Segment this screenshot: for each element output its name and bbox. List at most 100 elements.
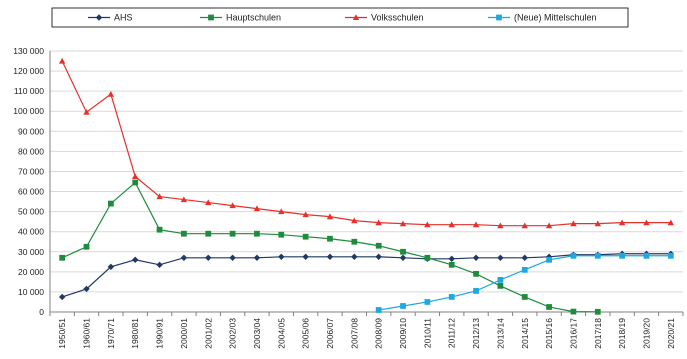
x-tick-label: 2005/06: [301, 318, 311, 349]
y-tick-label: 70 000: [18, 166, 44, 176]
data-point-neue-mittelschulen: [619, 252, 626, 259]
y-tick-label: 30 000: [18, 247, 44, 257]
data-point-hauptschulen: [229, 230, 236, 237]
data-point-hauptschulen: [400, 248, 406, 255]
data-point-hauptschulen: [59, 254, 66, 261]
y-tick-label: 50 000: [18, 207, 44, 217]
x-tick-label: 2007/08: [349, 318, 359, 349]
y-tick-label: 60 000: [18, 187, 44, 197]
data-point-ahs: [399, 254, 407, 261]
x-tick-label: 2004/05: [276, 318, 286, 349]
x-tick-label: 2006/07: [325, 318, 335, 349]
data-point-hauptschulen: [254, 230, 260, 237]
data-point-hauptschulen: [351, 238, 358, 245]
data-point-volksschulen: [399, 220, 407, 227]
x-tick-label: 2003/04: [252, 318, 262, 349]
x-tick-label: 2010/11: [422, 318, 432, 348]
data-point-volksschulen: [521, 222, 528, 229]
series-hauptschulen: [59, 179, 601, 315]
data-point-volksschulen: [618, 219, 626, 226]
x-tick-label: 2008/09: [374, 318, 384, 349]
data-point-volksschulen: [570, 220, 577, 227]
data-point-ahs: [472, 254, 480, 261]
data-point-hauptschulen: [156, 226, 163, 233]
data-point-hauptschulen: [132, 179, 139, 186]
data-point-volksschulen: [643, 219, 650, 226]
data-point-hauptschulen: [521, 294, 528, 300]
x-tick-label: 2019/20: [641, 318, 651, 349]
data-point-neue-mittelschulen: [546, 256, 552, 263]
data-point-hauptschulen: [424, 254, 431, 261]
data-point-volksschulen: [278, 208, 285, 215]
data-point-volksschulen: [132, 173, 139, 180]
data-point-ahs: [107, 263, 115, 271]
data-point-neue-mittelschulen: [448, 294, 455, 300]
plot-area: [58, 57, 675, 315]
x-tick-label: 2017/18: [593, 318, 603, 349]
y-tick-label: 20 000: [18, 267, 44, 277]
x-tick-label: 2020/21: [666, 318, 676, 349]
x-tick-label: 1950/51: [57, 318, 67, 349]
x-tick-label: 2009/10: [398, 318, 408, 349]
data-point-hauptschulen: [302, 233, 309, 240]
data-point-volksschulen: [83, 109, 90, 115]
x-tick-label: 1960/61: [82, 318, 92, 349]
data-point-volksschulen: [205, 199, 212, 206]
data-point-ahs: [229, 254, 236, 261]
data-point-volksschulen: [667, 219, 675, 226]
data-point-volksschulen: [545, 222, 553, 229]
legend-label-hauptschulen: Hauptschulen: [226, 13, 281, 23]
y-tick-label: 110 000: [14, 86, 44, 96]
legend: AHS Hauptschulen Volksschulen (Neue) Mittel…: [51, 7, 629, 28]
data-point-ahs: [326, 253, 334, 260]
data-point-neue-mittelschulen: [570, 252, 577, 259]
data-point-hauptschulen: [107, 200, 114, 207]
data-point-hauptschulen: [205, 230, 212, 237]
legend-box: [51, 7, 629, 28]
x-tick-label: 2001/02: [203, 318, 213, 349]
data-point-neue-mittelschulen: [643, 252, 650, 259]
data-point-neue-mittelschulen: [375, 307, 382, 313]
data-point-neue-mittelschulen: [424, 299, 431, 305]
data-point-ahs: [253, 254, 261, 261]
legend-marker-ahs: [95, 14, 103, 21]
y-tick-label: 40 000: [18, 227, 44, 237]
data-point-hauptschulen: [83, 243, 90, 250]
x-tick-label: 2016/17: [568, 318, 578, 349]
data-point-ahs: [351, 253, 358, 260]
y-tick-label: 10 000: [18, 287, 44, 297]
x-tick-label: 2000/01: [179, 318, 189, 349]
data-point-ahs: [58, 293, 66, 301]
legend-marker-hauptschulen: [208, 14, 214, 21]
data-point-ahs: [375, 253, 382, 260]
data-point-neue-mittelschulen: [521, 266, 528, 273]
series-volksschulen: [58, 57, 675, 229]
data-point-hauptschulen: [278, 231, 285, 238]
y-tick-label: 100 000: [13, 106, 44, 116]
x-tick-label: 1970/71: [106, 318, 116, 349]
data-point-volksschulen: [424, 221, 431, 228]
data-point-neue-mittelschulen: [400, 303, 406, 309]
x-tick-label: 2011/12: [447, 318, 457, 348]
data-point-neue-mittelschulen: [594, 252, 601, 259]
data-point-hauptschulen: [448, 261, 455, 268]
data-point-volksschulen: [472, 221, 480, 228]
series-line-neue-mittelschulen: [378, 255, 671, 311]
legend-marker-neue-mittelschulen: [496, 14, 502, 21]
x-tick-label: 2015/16: [544, 318, 554, 349]
y-axis: 0 10 000 20 000 30 000 40 000 50 000 60 000 70 …: [13, 46, 51, 317]
series-line-ahs: [61, 253, 671, 298]
data-point-ahs: [156, 261, 163, 269]
data-point-volksschulen: [253, 205, 261, 212]
legend-label-ahs: AHS: [114, 13, 133, 23]
legend-label-volksschulen: Volksschulen: [371, 13, 424, 23]
data-point-hauptschulen: [181, 230, 187, 237]
data-point-volksschulen: [594, 220, 601, 227]
data-point-ahs: [83, 285, 90, 293]
data-point-hauptschulen: [497, 283, 504, 289]
data-point-hauptschulen: [327, 235, 333, 242]
x-tick-label: 1980/81: [130, 318, 140, 349]
data-point-volksschulen: [302, 211, 309, 218]
data-point-hauptschulen: [473, 270, 479, 277]
